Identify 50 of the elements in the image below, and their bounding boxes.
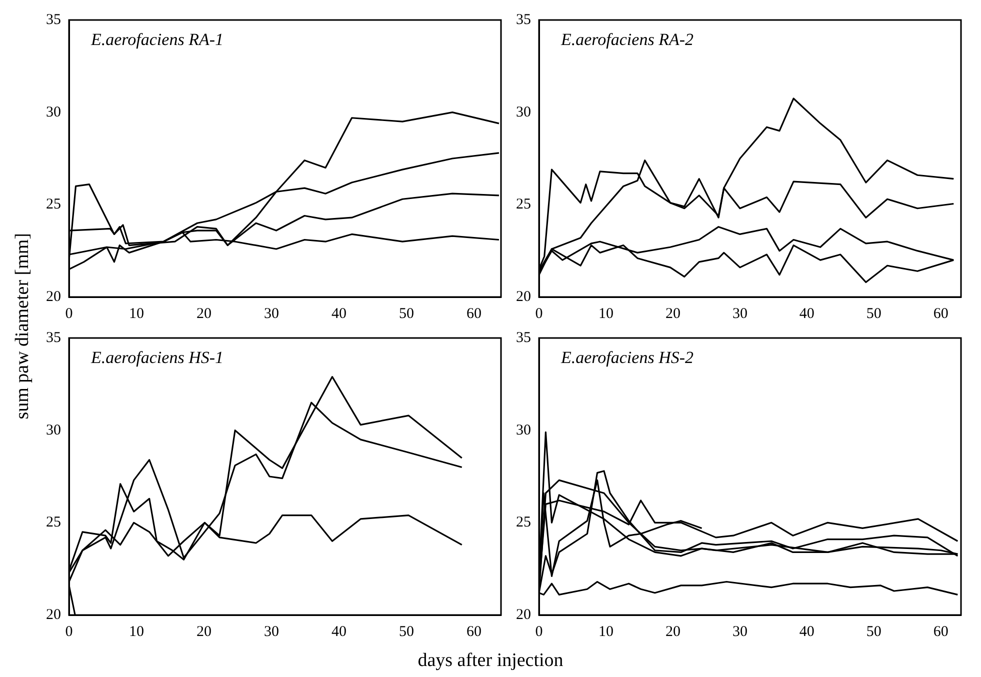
x-tick-label: 40: [332, 624, 346, 640]
x-tick-label: 10: [129, 624, 144, 640]
x-tick-label: 60: [933, 306, 948, 322]
x-tick-label: 10: [129, 306, 144, 322]
text: E.aerofaciens RA-1: [90, 30, 224, 49]
x-tick-label: 40: [799, 624, 814, 640]
x-tick-label: 10: [598, 306, 614, 322]
y-tick-label: 20: [46, 288, 61, 305]
x-tick-label: 50: [399, 306, 414, 322]
y-tick-label: 25: [46, 196, 61, 213]
x-tick-label: 30: [732, 624, 748, 640]
x-tick-label: 0: [65, 306, 73, 322]
x-tick-label: 50: [866, 624, 882, 640]
x-tick-label: 60: [466, 306, 482, 322]
x-tick-label: 40: [332, 306, 346, 322]
text: E.aerofaciens RA-2: [560, 30, 694, 49]
x-tick-label: 0: [535, 624, 543, 640]
y-tick-label: 20: [516, 288, 531, 305]
y-tick-label: 25: [516, 196, 531, 213]
x-tick-label: 60: [466, 624, 482, 640]
x-tick-label: 50: [866, 306, 882, 322]
y-tick-label: 35: [46, 330, 61, 346]
y-tick-label: 25: [46, 514, 61, 531]
y-tick-label: 35: [46, 12, 61, 28]
y-tick-label: 35: [516, 330, 531, 346]
x-tick-label: 30: [264, 306, 279, 322]
x-tick-label: 20: [665, 306, 680, 322]
x-tick-label: 20: [665, 624, 680, 640]
x-tick-label: 0: [535, 306, 543, 322]
y-tick-label: 20: [46, 606, 61, 623]
x-tick-label: 30: [264, 624, 279, 640]
x-tick-label: 30: [732, 306, 748, 322]
x-tick-label: 20: [196, 306, 212, 322]
y-tick-label: 30: [46, 104, 61, 120]
text: E.aerofaciens HS-1: [90, 348, 224, 367]
y-tick-label: 20: [516, 606, 531, 623]
y-axis-title: sum paw diameter [mm]: [12, 232, 34, 420]
x-tick-label: 40: [799, 306, 814, 322]
y-tick-label: 30: [516, 104, 531, 120]
x-tick-label: 20: [196, 624, 212, 640]
y-tick-label: 25: [516, 514, 531, 531]
text: E.aerofaciens HS-2: [560, 348, 694, 367]
x-tick-label: 10: [598, 624, 614, 640]
y-tick-label: 30: [46, 422, 61, 438]
x-tick-label: 60: [933, 624, 948, 640]
x-tick-label: 0: [65, 624, 73, 640]
x-tick-label: 50: [399, 624, 414, 640]
x-axis-title: days after injection: [416, 650, 564, 672]
y-tick-label: 35: [516, 12, 531, 28]
y-tick-label: 30: [516, 422, 531, 438]
